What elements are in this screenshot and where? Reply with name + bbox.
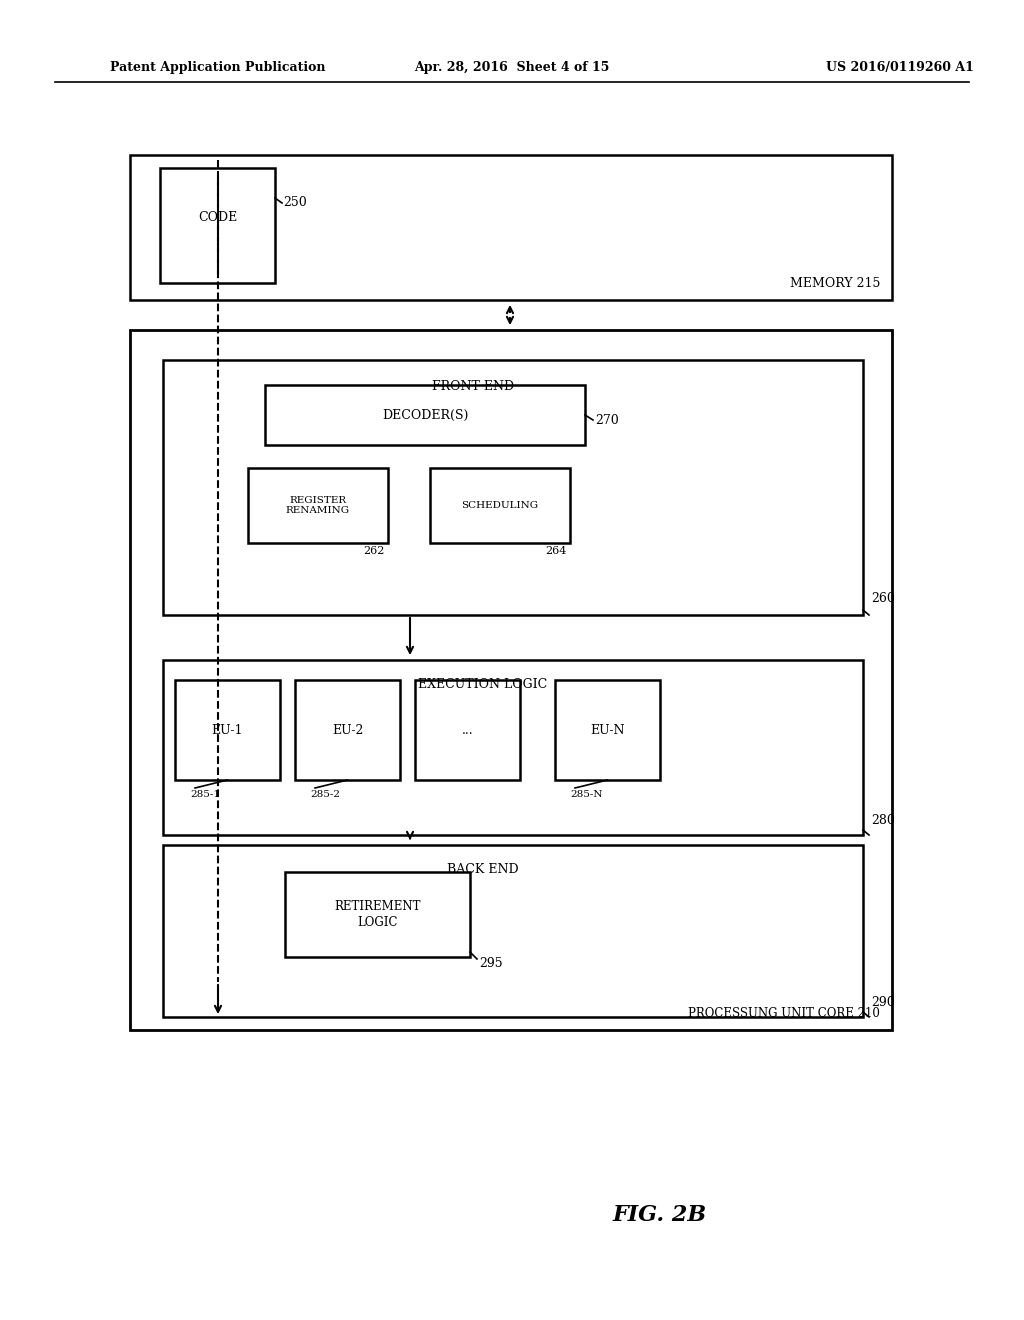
Text: 260: 260 <box>871 591 895 605</box>
Text: EXECUTION LOGIC: EXECUTION LOGIC <box>419 678 548 690</box>
Text: MEMORY 215: MEMORY 215 <box>790 277 880 290</box>
Text: EU-N: EU-N <box>590 723 625 737</box>
Bar <box>130 330 892 1030</box>
Text: US 2016/0119260 A1: US 2016/0119260 A1 <box>826 62 974 74</box>
Text: 285-N: 285-N <box>570 789 602 799</box>
Text: 264: 264 <box>546 546 567 556</box>
Text: 250: 250 <box>283 197 307 210</box>
Text: ...: ... <box>462 723 473 737</box>
Bar <box>295 680 400 780</box>
Text: BACK END: BACK END <box>447 863 519 876</box>
Text: REGISTER
RENAMING: REGISTER RENAMING <box>286 496 350 515</box>
Text: RETIREMENT
LOGIC: RETIREMENT LOGIC <box>334 900 421 928</box>
Text: 290: 290 <box>871 997 895 1008</box>
Text: FIG. 2B: FIG. 2B <box>613 1204 707 1226</box>
Bar <box>163 360 863 615</box>
Text: PROCESSUNG UNIT CORE 210: PROCESSUNG UNIT CORE 210 <box>688 1007 880 1020</box>
Bar <box>175 680 280 780</box>
Text: CODE: CODE <box>198 211 238 224</box>
Text: 295: 295 <box>479 957 503 970</box>
Text: 285-2: 285-2 <box>310 789 340 799</box>
Text: 280: 280 <box>871 814 895 828</box>
Bar <box>163 660 863 836</box>
Text: FRONT END: FRONT END <box>432 380 514 393</box>
Text: SCHEDULING: SCHEDULING <box>462 502 539 510</box>
Text: Patent Application Publication: Patent Application Publication <box>110 62 326 74</box>
Text: DECODER(S): DECODER(S) <box>382 408 468 421</box>
Bar <box>248 469 388 543</box>
Bar <box>285 873 470 957</box>
Bar <box>160 168 275 282</box>
Bar <box>555 680 660 780</box>
Text: 262: 262 <box>364 546 385 556</box>
Text: EU-2: EU-2 <box>332 723 364 737</box>
Bar <box>163 845 863 1016</box>
Bar <box>415 680 520 780</box>
Bar <box>130 154 892 300</box>
Text: 270: 270 <box>595 413 618 426</box>
Bar <box>265 385 585 445</box>
Text: 285-1: 285-1 <box>190 789 220 799</box>
Text: EU-1: EU-1 <box>212 723 244 737</box>
Bar <box>430 469 570 543</box>
Text: Apr. 28, 2016  Sheet 4 of 15: Apr. 28, 2016 Sheet 4 of 15 <box>415 62 609 74</box>
